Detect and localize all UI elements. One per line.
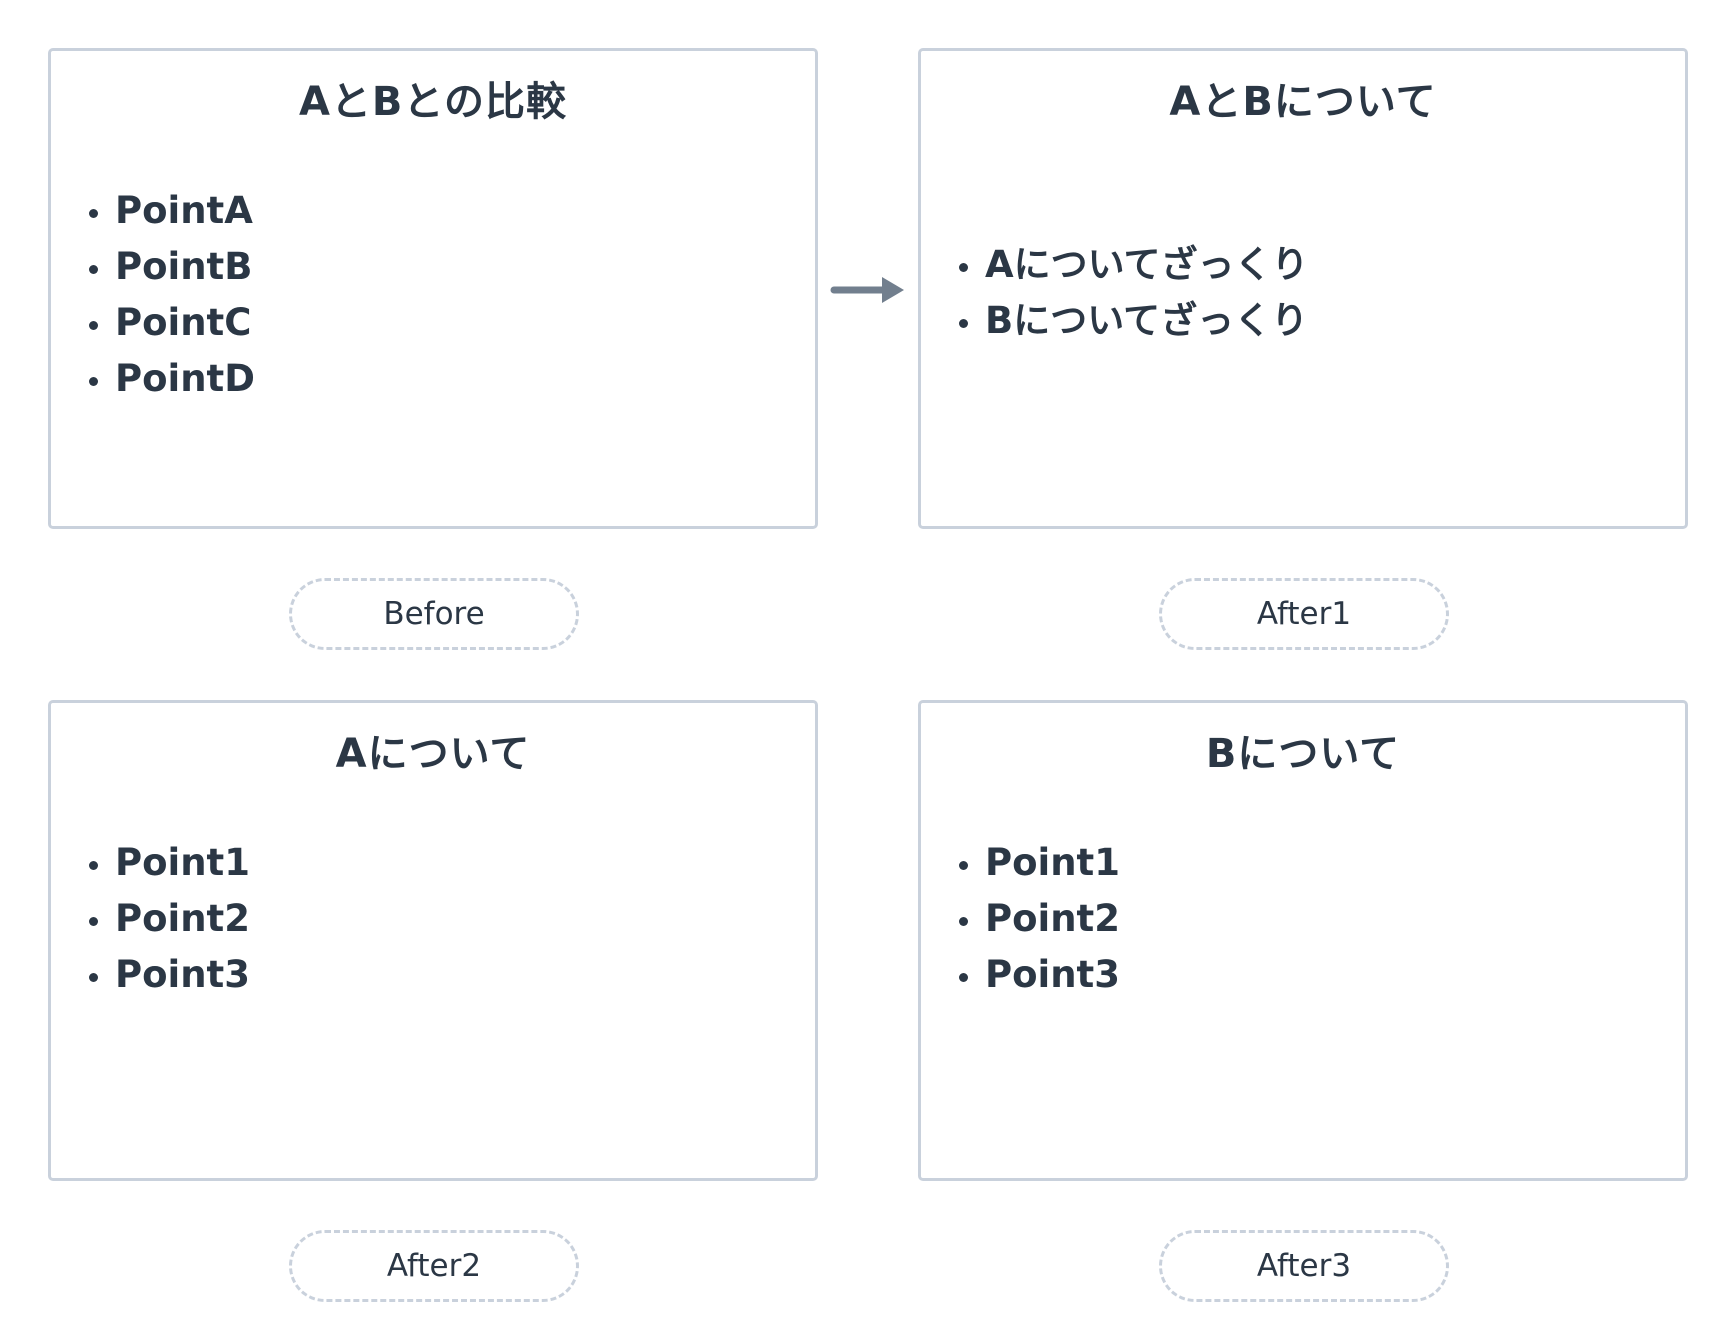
- list-item: Bについてざっくり: [955, 293, 1309, 349]
- list-item: Point2: [955, 891, 1120, 947]
- bullet-list: Point1 Point2 Point3: [955, 835, 1120, 1003]
- before-panel: AとBとの比較 PointA PointB PointC PointD: [48, 48, 818, 529]
- list-item: Point2: [85, 891, 250, 947]
- arrow-right-icon: [830, 277, 904, 303]
- list-item: Point1: [955, 835, 1120, 891]
- list-item: Point3: [955, 947, 1120, 1003]
- list-item: Point1: [85, 835, 250, 891]
- list-item: PointD: [85, 351, 255, 407]
- after3-tag: After3: [1159, 1230, 1449, 1302]
- list-item: Point3: [85, 947, 250, 1003]
- panel-title: AとBについて: [1169, 79, 1437, 125]
- list-item: Aについてざっくり: [955, 237, 1309, 293]
- after2-panel: Aについて Point1 Point2 Point3: [48, 700, 818, 1181]
- panel-title: Bについて: [1205, 731, 1401, 777]
- bullet-list: Point1 Point2 Point3: [85, 835, 250, 1003]
- after1-tag: After1: [1159, 578, 1449, 650]
- bullet-list: Aについてざっくり Bについてざっくり: [955, 237, 1309, 349]
- panel-title: Aについて: [335, 731, 531, 777]
- list-item: PointC: [85, 295, 255, 351]
- after1-panel: AとBについて Aについてざっくり Bについてざっくり: [918, 48, 1688, 529]
- list-item: PointB: [85, 239, 255, 295]
- before-tag: Before: [289, 578, 579, 650]
- list-item: PointA: [85, 183, 255, 239]
- after2-tag: After2: [289, 1230, 579, 1302]
- panel-title: AとBとの比較: [298, 79, 568, 125]
- after3-panel: Bについて Point1 Point2 Point3: [918, 700, 1688, 1181]
- bullet-list: PointA PointB PointC PointD: [85, 183, 255, 407]
